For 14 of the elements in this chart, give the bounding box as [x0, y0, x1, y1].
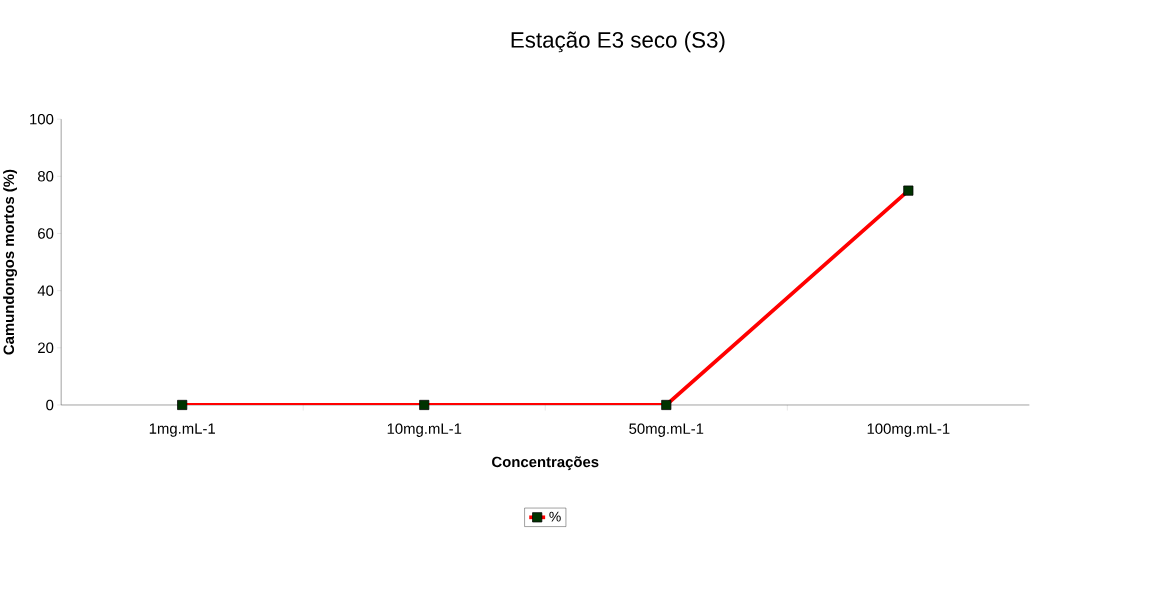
legend-label: %: [549, 511, 561, 522]
chart-title: Estação E3 seco (S3): [511, 31, 725, 53]
x-tick-label: 100mg.mL-1: [867, 423, 950, 437]
x-tick-label: 10mg.mL-1: [387, 423, 462, 437]
x-axis-title: Concentrações: [492, 456, 599, 471]
y-tick-label: 80: [37, 171, 54, 182]
y-tick-label: 60: [38, 228, 54, 239]
y-tick-label: 100: [30, 113, 54, 125]
x-tick-label: 50mg.mL-1: [629, 423, 704, 437]
y-axis-title: Camundongos mortos (%): [3, 169, 18, 355]
x-tick-label: 1mg.mL-1: [149, 423, 215, 437]
y-tick-label: 40: [37, 285, 54, 296]
y-tick-label: 20: [38, 342, 54, 354]
y-tick-label: 0: [46, 399, 54, 411]
